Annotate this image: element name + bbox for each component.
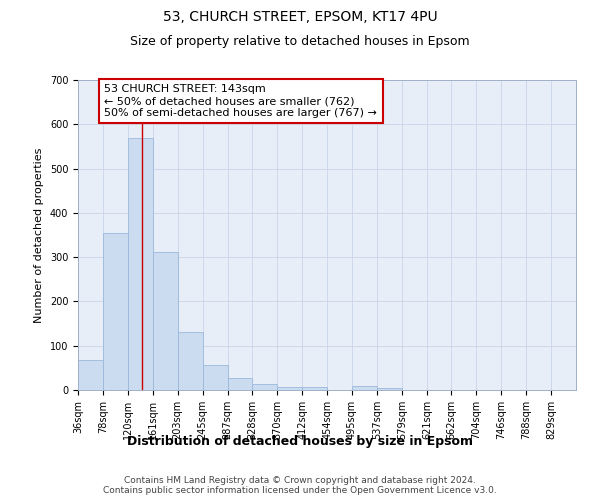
Bar [377, 388, 402, 390]
Text: 53 CHURCH STREET: 143sqm
← 50% of detached houses are smaller (762)
50% of semi-: 53 CHURCH STREET: 143sqm ← 50% of detach… [104, 84, 377, 117]
Bar [227, 378, 252, 390]
Bar [203, 365, 227, 390]
Text: Contains HM Land Registry data © Crown copyright and database right 2024.
Contai: Contains HM Land Registry data © Crown c… [103, 476, 497, 495]
Text: 53, CHURCH STREET, EPSOM, KT17 4PU: 53, CHURCH STREET, EPSOM, KT17 4PU [163, 10, 437, 24]
Bar [302, 388, 327, 390]
Text: Distribution of detached houses by size in Epsom: Distribution of detached houses by size … [127, 435, 473, 448]
Bar [78, 360, 103, 390]
Bar [252, 384, 277, 390]
Y-axis label: Number of detached properties: Number of detached properties [34, 148, 44, 322]
Bar [352, 386, 377, 390]
Bar [152, 252, 178, 390]
Bar [277, 387, 302, 390]
Bar [128, 138, 152, 390]
Text: Size of property relative to detached houses in Epsom: Size of property relative to detached ho… [130, 35, 470, 48]
Bar [103, 233, 128, 390]
Bar [178, 332, 203, 390]
